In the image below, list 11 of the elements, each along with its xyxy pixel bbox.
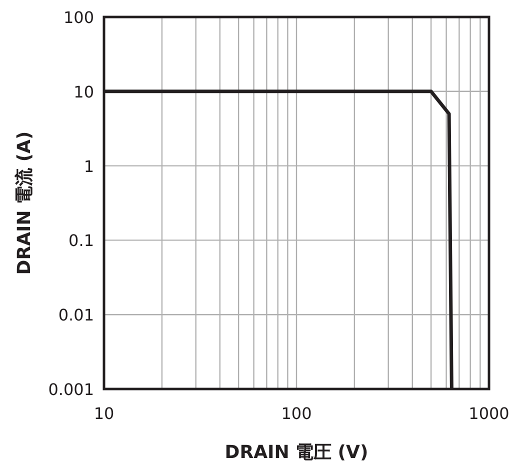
- y-tick-label: 100: [63, 8, 94, 27]
- y-axis-title: DRAIN 電流 (A): [14, 131, 35, 275]
- x-tick-label: 10: [94, 404, 114, 423]
- x-tick-label: 1000: [468, 404, 510, 423]
- y-tick-label: 1: [84, 156, 94, 176]
- y-tick-label: 0.1: [68, 231, 94, 250]
- x-axis-title: DRAIN 電圧 (V): [224, 442, 368, 463]
- x-tick-label: 100: [281, 404, 312, 423]
- y-tick-label: 0.01: [58, 306, 94, 325]
- y-tick-label: 10: [74, 82, 94, 102]
- y-tick-label: 0.001: [48, 380, 94, 399]
